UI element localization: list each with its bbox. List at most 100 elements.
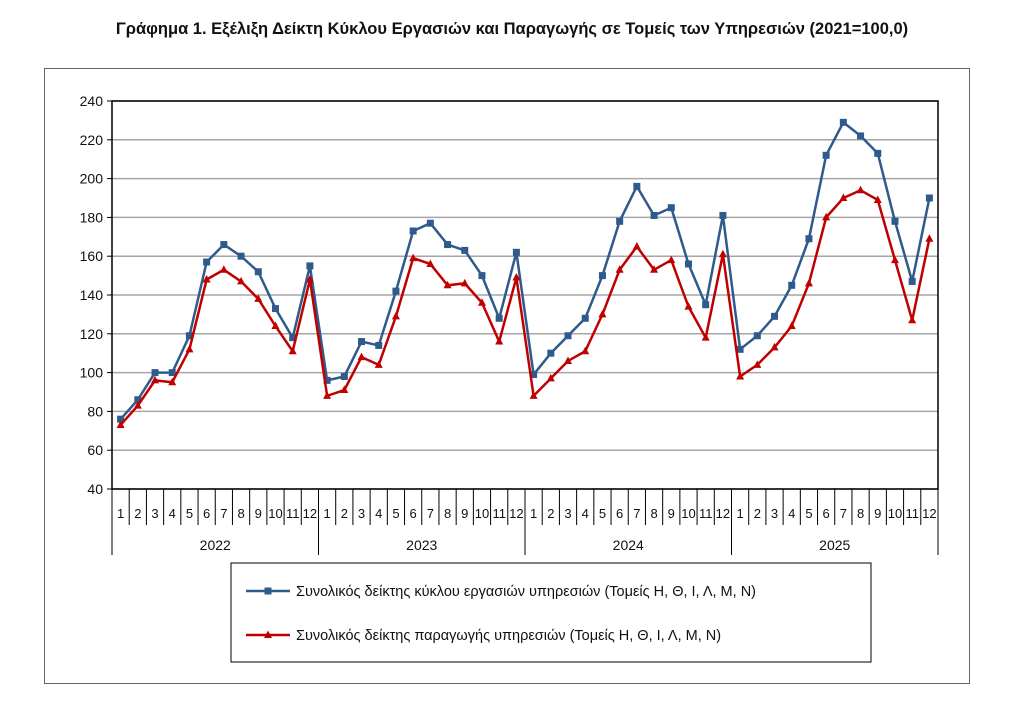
data-point-triangle — [426, 259, 435, 267]
data-point-square — [478, 272, 486, 280]
data-point-square — [375, 341, 383, 349]
data-point-triangle — [151, 375, 160, 384]
x-tick-label-month: 6 — [410, 506, 417, 521]
data-point-triangle — [409, 253, 418, 262]
data-point-triangle — [736, 371, 745, 380]
y-tick-label: 40 — [87, 481, 103, 497]
data-point-triangle — [323, 391, 332, 399]
data-point-triangle — [718, 249, 727, 258]
x-tick-label-month: 7 — [633, 506, 640, 521]
data-point-square — [547, 349, 555, 357]
data-point-triangle — [133, 401, 142, 409]
data-point-triangle — [477, 298, 486, 306]
data-point-square — [702, 301, 710, 309]
y-tick-label: 200 — [80, 171, 104, 187]
data-point-square — [409, 227, 417, 235]
data-point-square — [839, 118, 847, 126]
data-point-square — [392, 287, 400, 295]
data-point-triangle — [684, 302, 693, 310]
data-point-triangle — [460, 278, 469, 287]
data-point-square — [736, 345, 744, 353]
y-tick-label: 80 — [87, 403, 103, 419]
y-tick-label: 60 — [87, 442, 103, 458]
x-tick-label-month: 12 — [509, 506, 523, 521]
data-point-square — [340, 372, 348, 380]
data-point-triangle — [753, 360, 762, 368]
data-point-triangle — [305, 274, 314, 283]
data-point-triangle — [202, 274, 211, 283]
data-point-square — [805, 235, 813, 243]
x-tick-label-month: 12 — [303, 506, 317, 521]
data-point-triangle — [839, 193, 848, 201]
data-point-square — [358, 338, 366, 346]
x-tick-label-month: 10 — [475, 506, 489, 521]
data-point-triangle — [822, 212, 831, 221]
x-tick-label-month: 3 — [564, 506, 571, 521]
x-tick-label-month: 9 — [874, 506, 881, 521]
legend-marker-triangle — [264, 630, 272, 638]
x-tick-label-month: 12 — [922, 506, 936, 521]
data-point-triangle — [237, 276, 246, 285]
y-tick-label: 160 — [80, 248, 104, 264]
data-point-triangle — [787, 321, 796, 330]
data-point-triangle — [581, 346, 590, 355]
legend — [230, 562, 872, 663]
data-point-square — [598, 272, 606, 280]
data-point-triangle — [374, 360, 383, 368]
data-point-triangle — [908, 315, 917, 324]
chart-title: Γράφημα 1. Εξέλιξη Δείκτη Κύκλου Εργασιώ… — [115, 20, 909, 38]
x-tick-label-month: 5 — [392, 506, 399, 521]
data-point-square — [306, 262, 314, 270]
data-point-triangle — [546, 373, 555, 382]
data-point-triangle — [925, 234, 934, 242]
x-tick-label-month: 11 — [905, 506, 919, 521]
data-point-square — [650, 211, 658, 219]
data-point-triangle — [391, 311, 400, 320]
data-point-triangle — [219, 265, 228, 273]
x-tick-label-month: 2 — [754, 506, 761, 521]
x-tick-label-month: 10 — [268, 506, 282, 521]
y-tick-label: 140 — [80, 287, 104, 303]
x-tick-label-month: 9 — [255, 506, 262, 521]
x-tick-label-month: 8 — [650, 506, 657, 521]
y-tick-label: 100 — [80, 365, 104, 381]
x-tick-label-month: 6 — [823, 506, 830, 521]
x-tick-label-month: 5 — [805, 506, 812, 521]
y-tick-label: 240 — [80, 93, 104, 109]
data-point-square — [564, 332, 572, 340]
data-point-square — [719, 211, 727, 219]
x-tick-label-month: 3 — [358, 506, 365, 521]
x-tick-label-month: 12 — [716, 506, 730, 521]
x-tick-label-month: 10 — [681, 506, 695, 521]
data-point-triangle — [890, 255, 899, 264]
data-point-triangle — [650, 265, 659, 273]
data-point-square — [461, 246, 469, 254]
data-point-square — [788, 281, 796, 289]
x-tick-label-month: 2 — [547, 506, 554, 521]
y-tick-label: 120 — [80, 326, 104, 342]
data-point-square — [822, 151, 830, 159]
data-point-square — [185, 332, 193, 340]
x-tick-label-month: 1 — [530, 506, 537, 521]
legend-marker-square — [264, 587, 272, 595]
x-tick-label-month: 1 — [323, 506, 330, 521]
data-point-square — [323, 376, 331, 384]
x-tick-label-month: 7 — [220, 506, 227, 521]
data-point-triangle — [632, 242, 641, 250]
data-point-square — [444, 241, 452, 249]
data-point-triangle — [443, 280, 452, 289]
data-point-square — [254, 268, 262, 276]
data-point-triangle — [185, 344, 194, 353]
x-tick-label-year: 2024 — [613, 537, 644, 553]
data-point-square — [530, 371, 538, 379]
legend-label: Συνολικός δείκτης παραγωγής υπηρεσιών (Τ… — [296, 628, 721, 644]
x-tick-label-month: 6 — [203, 506, 210, 521]
x-tick-label-month: 1 — [736, 506, 743, 521]
data-point-square — [426, 219, 434, 227]
x-tick-label-month: 2 — [341, 506, 348, 521]
data-point-square — [684, 260, 692, 268]
data-point-square — [151, 369, 159, 377]
x-tick-label-month: 10 — [888, 506, 902, 521]
data-point-square — [512, 248, 520, 256]
